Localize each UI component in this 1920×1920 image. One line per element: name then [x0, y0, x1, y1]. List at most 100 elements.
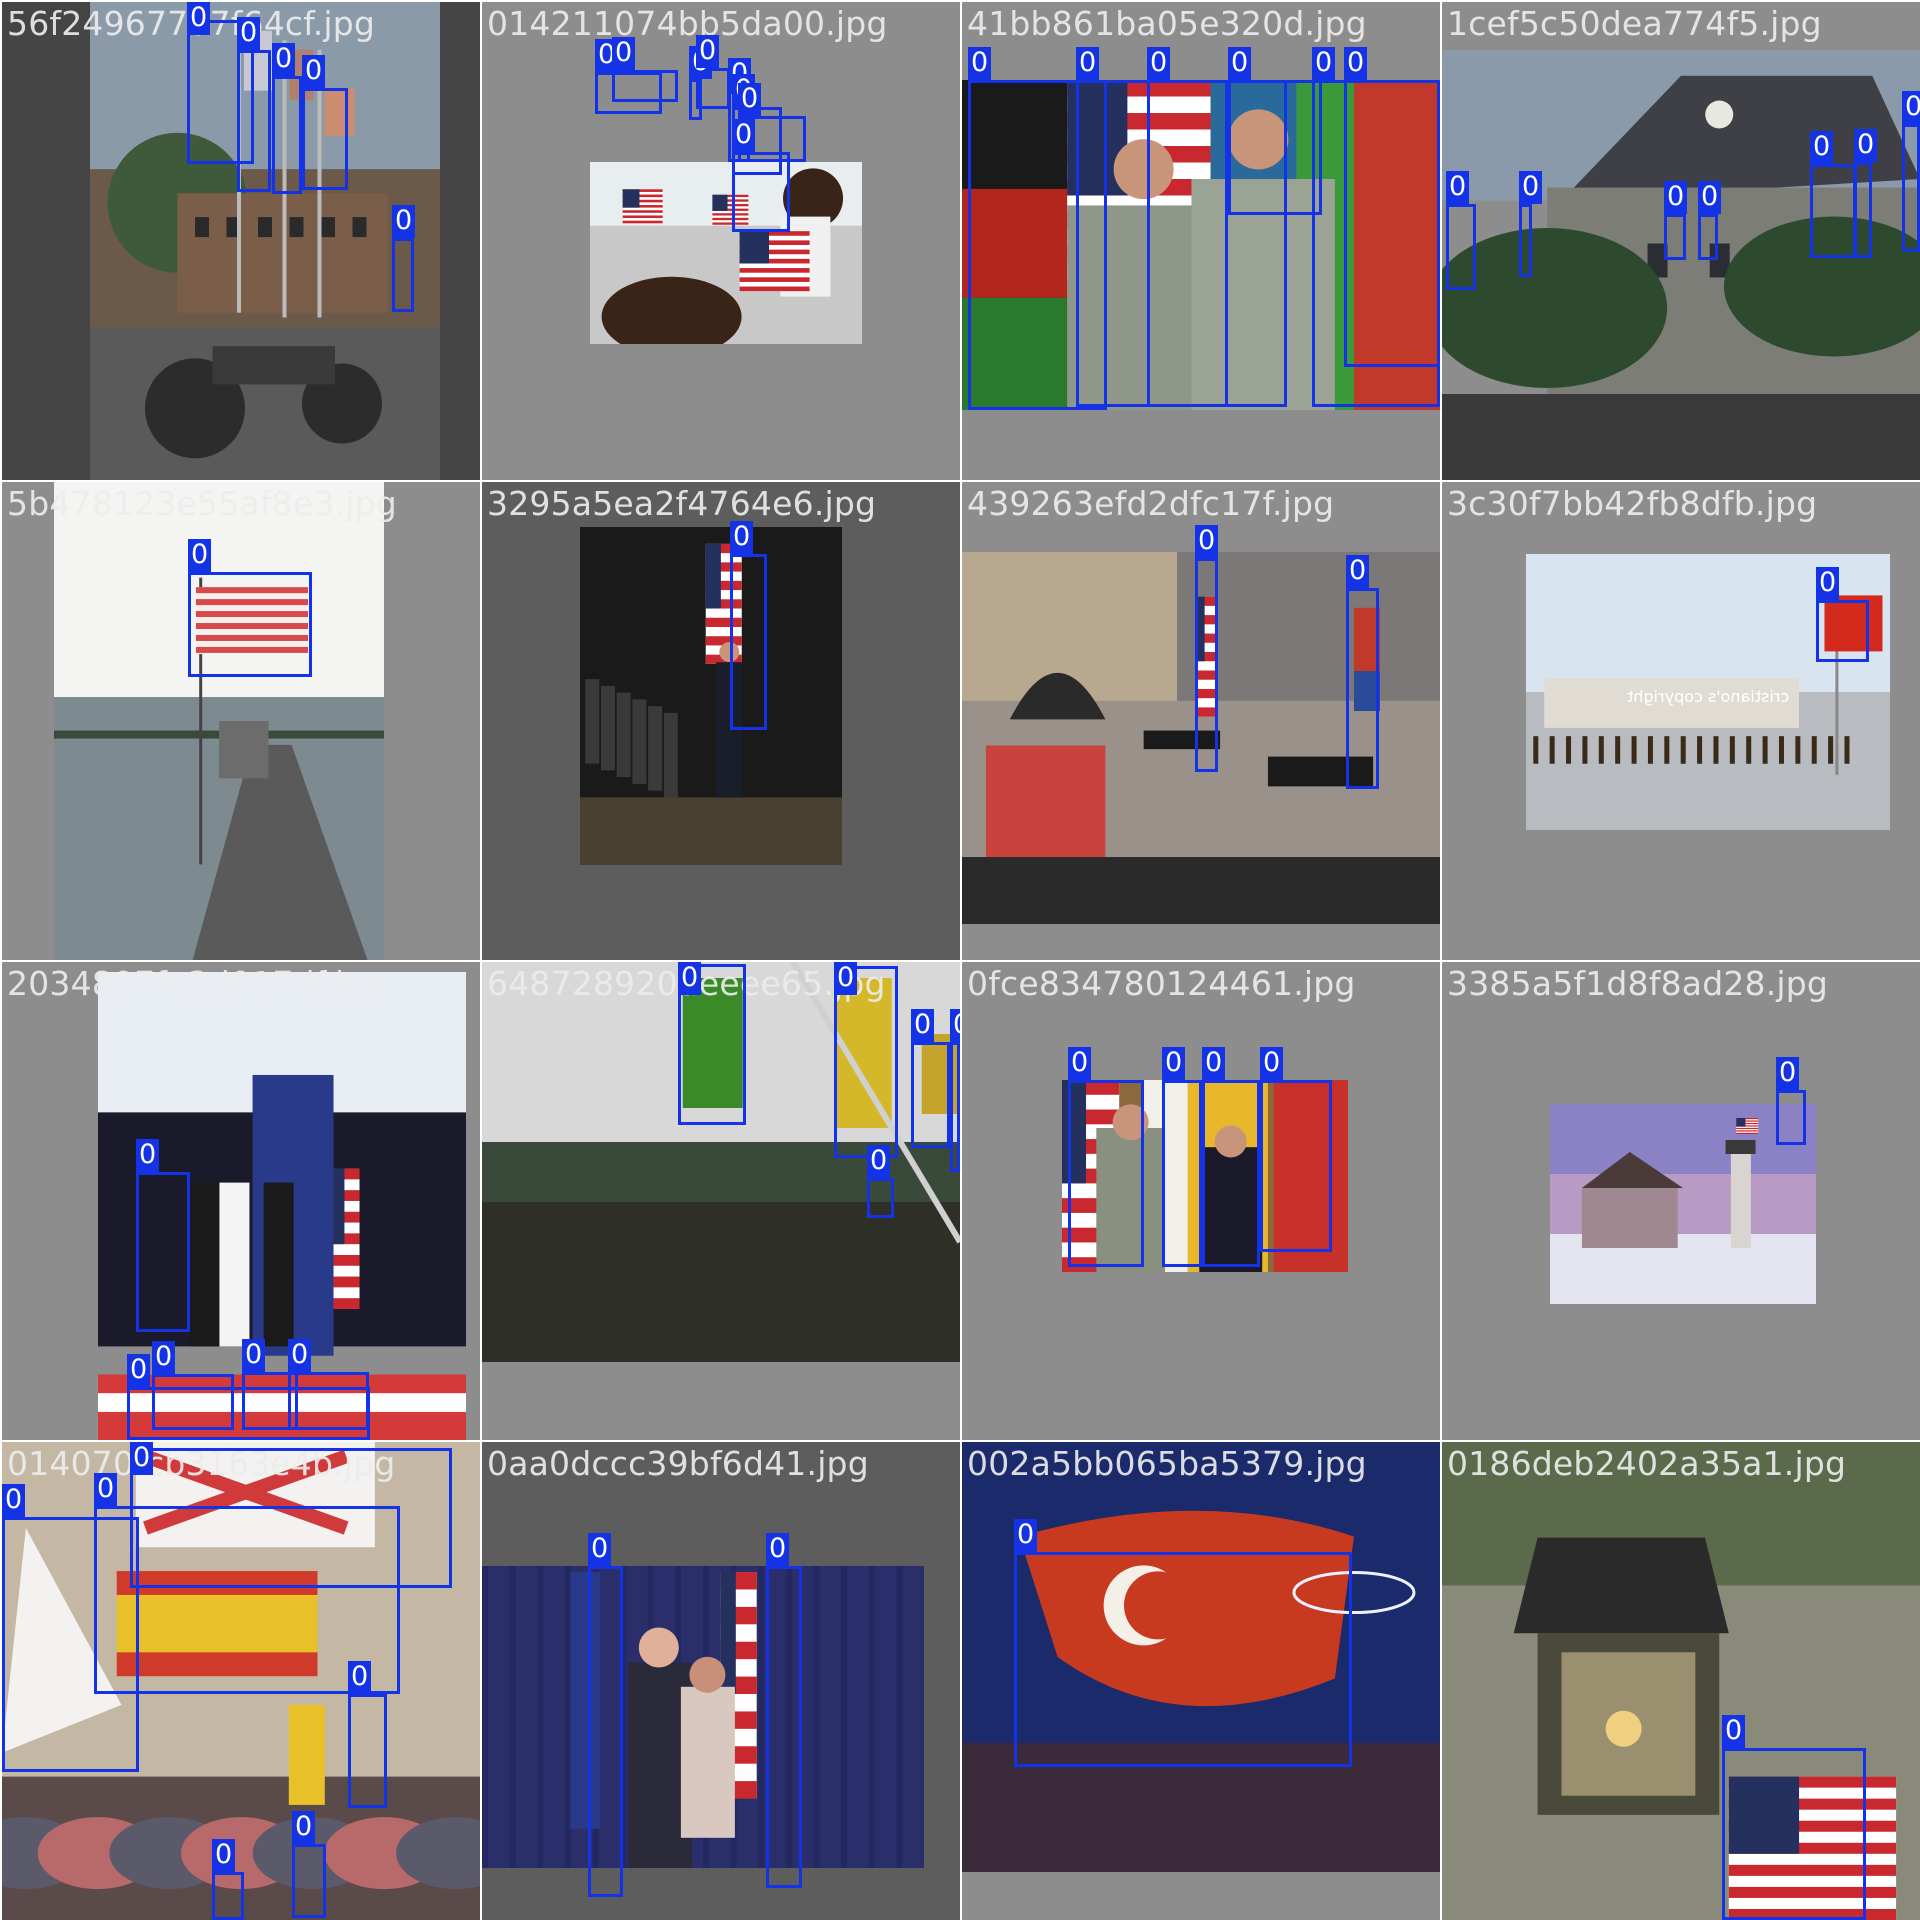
- detection-box: [588, 1566, 623, 1897]
- image-tile: 41bb861ba05e320d.jpg 0 0 0 0 0 0: [962, 2, 1440, 480]
- detection-class-label: 0: [1902, 91, 1920, 124]
- detection-box: [1260, 1080, 1332, 1252]
- detection-class-label: 0: [696, 35, 720, 68]
- detection-box: [1664, 214, 1686, 260]
- tile-photo: [54, 482, 384, 960]
- image-tile: cristiano's copyright 3c30f7bb42fb8dfb.jp…: [1442, 482, 1920, 960]
- image-tile: 439263efd2dfc17f.jpg 0 0: [962, 482, 1440, 960]
- detection-class-label: 0: [1162, 1047, 1186, 1080]
- detection-class-label: 0: [678, 962, 702, 995]
- detection-box: [1810, 164, 1856, 258]
- detection-box: [152, 1374, 234, 1430]
- detection-box: [730, 554, 767, 730]
- image-tile: 3295a5ea2f4764e6.jpg 0: [482, 482, 960, 960]
- detection-box: [1816, 600, 1869, 662]
- tile-photo: [962, 552, 1440, 924]
- detection-box: [1346, 588, 1379, 789]
- image-tile: 2034807fe3d017df.jpg 0 0 0 0 0: [2, 962, 480, 1440]
- detection-box: [188, 572, 312, 677]
- tile-filename: 0186deb2402a35a1.jpg: [1447, 1444, 1847, 1483]
- detection-class-label: 0: [136, 1139, 160, 1172]
- detection-class-label: 0: [392, 205, 416, 238]
- tile-photo: [98, 972, 466, 1440]
- watermark-text: cristiano's copyright: [1627, 687, 1790, 706]
- tile-filename: 41bb861ba05e320d.jpg: [967, 4, 1367, 43]
- detection-class-label: 0: [187, 2, 211, 35]
- tile-filename: 014211074bb5da00.jpg: [487, 4, 888, 43]
- tile-photo: [1062, 1080, 1348, 1272]
- detection-class-label: 0: [1195, 525, 1219, 558]
- tile-filename: 5b478123e55af8e3.jpg: [7, 484, 397, 523]
- detection-box: [595, 72, 662, 114]
- detection-box: [187, 20, 254, 164]
- detection-box: [302, 88, 348, 190]
- detection-class-label: 0: [1068, 1047, 1092, 1080]
- detection-box: [2, 1517, 139, 1772]
- detection-box: [1228, 80, 1322, 215]
- detection-box: [272, 76, 302, 194]
- detection-class-label: 0: [1260, 1047, 1284, 1080]
- detection-box: [1776, 1090, 1806, 1145]
- tile-filename: 3295a5ea2f4764e6.jpg: [487, 484, 877, 523]
- detection-class-label: 0: [1228, 47, 1252, 80]
- detection-box: [1722, 1748, 1866, 1920]
- detection-class-label: 0: [212, 1839, 236, 1872]
- detection-class-label: 0: [911, 1009, 935, 1042]
- detection-class-label: 0: [738, 83, 762, 116]
- detection-box: [242, 1372, 298, 1430]
- detection-box: [911, 1042, 950, 1148]
- detection-box: [834, 966, 898, 1158]
- detection-class-label: 0: [588, 1533, 612, 1566]
- tile-photo: [1442, 1442, 1920, 1920]
- detection-box: [130, 1448, 452, 1588]
- detection-class-label: 0: [612, 37, 636, 70]
- detection-class-label: 0: [1446, 171, 1470, 204]
- detection-class-label: 0: [152, 1341, 176, 1374]
- detection-box: [1202, 1080, 1260, 1267]
- detection-box: [348, 1694, 387, 1808]
- image-tile: 1cef5c50dea774f5.jpg 0 0 0 0 0 0 0: [1442, 2, 1920, 480]
- tile-photo: [482, 962, 960, 1362]
- tile-photo: [1442, 50, 1920, 480]
- detection-class-label: 0: [1816, 567, 1840, 600]
- detection-class-label: 0: [302, 55, 326, 88]
- tile-photo: [590, 162, 862, 344]
- detection-class-label: 0: [1346, 555, 1370, 588]
- detection-box: [689, 79, 702, 120]
- detection-class-label: 0: [1519, 171, 1543, 204]
- tile-photo: [962, 80, 1440, 410]
- image-tile: 0aa0dccc39bf6d41.jpg 0 0: [482, 1442, 960, 1920]
- detection-class-label: 0: [950, 1009, 960, 1042]
- tile-filename: 3c30f7bb42fb8dfb.jpg: [1447, 484, 1818, 523]
- detection-class-label: 0: [348, 1661, 372, 1694]
- detection-class-label: 0: [188, 539, 212, 572]
- detection-class-label: 0: [292, 1811, 316, 1844]
- detection-box: [732, 152, 790, 232]
- detection-class-label: 0: [834, 962, 858, 995]
- detection-class-label: 0: [272, 43, 296, 76]
- detection-class-label: 0: [1014, 1519, 1038, 1552]
- detection-class-label: 0: [130, 1442, 154, 1475]
- detection-class-label: 0: [2, 1484, 26, 1517]
- detection-box: [1519, 204, 1532, 277]
- tile-photo: [482, 1566, 924, 1868]
- detection-class-label: 0: [1147, 47, 1171, 80]
- tile-photo: [90, 2, 440, 480]
- image-tile: 3385a5f1d8f8ad28.jpg 0: [1442, 962, 1920, 1440]
- detection-box: [136, 1172, 190, 1332]
- detection-box: [1854, 162, 1872, 258]
- detection-class-label: 0: [1202, 1047, 1226, 1080]
- detection-box: [1147, 80, 1287, 407]
- detection-class-label: 0: [127, 1354, 151, 1387]
- tile-filename: 0fce834780124461.jpg: [967, 964, 1356, 1003]
- detection-class-label: 0: [1312, 47, 1336, 80]
- detection-box: [237, 50, 271, 192]
- detection-class-label: 0: [1810, 131, 1834, 164]
- tile-filename: 002a5bb065ba5379.jpg: [967, 1444, 1367, 1483]
- detection-class-label: 0: [1722, 1715, 1746, 1748]
- tile-filename: 0aa0dccc39bf6d41.jpg: [487, 1444, 869, 1483]
- detection-class-label: 0: [288, 1339, 312, 1372]
- detection-box: [292, 1844, 326, 1918]
